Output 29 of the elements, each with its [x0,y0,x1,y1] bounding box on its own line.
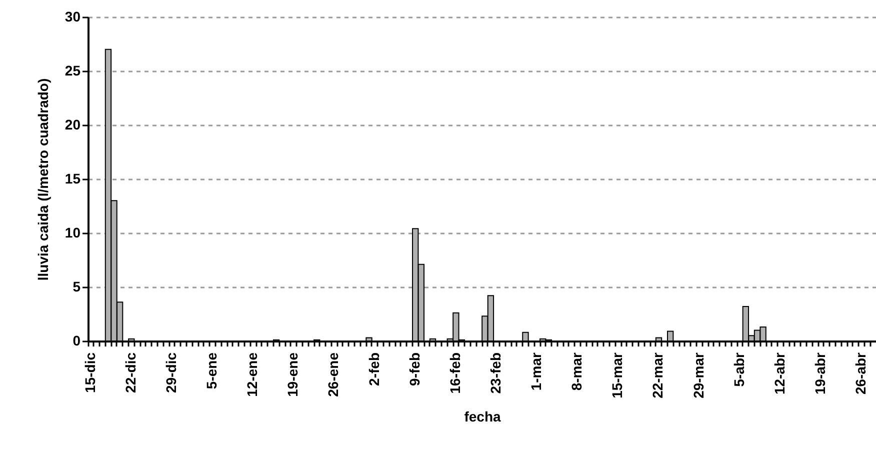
y-tick-label: 30 [64,8,81,24]
x-tick-label: 5-ene [204,352,220,390]
x-tick-label: 26-ene [325,352,342,397]
x-tick-label: 23-feb [487,352,504,394]
x-tick-label: 26-abr [852,352,869,395]
x-tick-label: 2-feb [366,352,382,386]
x-tick-label: 29-dic [162,352,179,393]
x-tick-label: 19-ene [284,352,301,397]
y-tick-label: 20 [64,116,81,132]
y-tick-label: 15 [64,170,81,186]
x-tick-label: 8-mar [568,352,585,391]
x-tick-label: 19-abr [812,352,828,395]
x-tick-label: 9-feb [406,352,422,386]
x-tick-label: 12-ene [244,352,260,397]
x-tick-label: 5-abr [730,352,747,387]
y-tick-label: 25 [64,62,81,78]
x-tick-label: 22-dic [122,352,138,393]
y-tick-label: 0 [72,332,81,348]
y-tick-label: 5 [72,278,81,294]
y-axis-title: lluvia caida (l/metro cuadrado) [34,78,51,281]
x-axis-title: fecha [464,408,501,424]
x-tick-label: 1-mar [528,352,544,391]
x-tick-label: 22-mar [650,352,666,398]
x-tick-label: 12-abr [771,352,788,395]
x-tick-label: 29-mar [690,352,706,398]
y-tick-label: 10 [64,224,81,240]
x-tick-label: 16-feb [446,352,463,394]
x-tick-label: 15-dic [82,352,98,393]
x-tick-label: 15-mar [609,352,626,398]
